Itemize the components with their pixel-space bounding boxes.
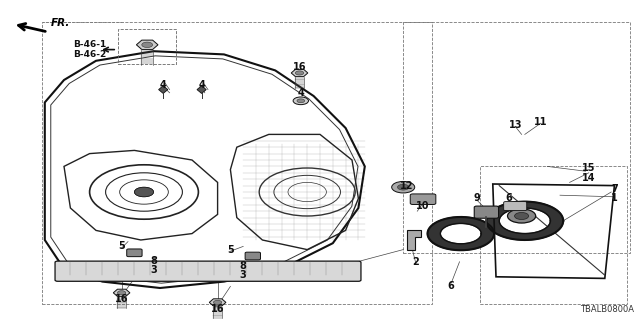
Text: 14: 14 [582, 172, 596, 183]
Text: 5: 5 [227, 244, 234, 255]
FancyBboxPatch shape [410, 194, 436, 204]
Circle shape [134, 187, 154, 197]
Text: 4: 4 [160, 80, 166, 90]
Text: 3: 3 [240, 270, 246, 280]
Circle shape [392, 181, 415, 193]
Text: 12: 12 [399, 180, 413, 191]
Polygon shape [486, 202, 563, 240]
Polygon shape [407, 230, 421, 250]
Text: 16: 16 [115, 294, 129, 304]
Text: 8: 8 [240, 260, 246, 271]
Text: 16: 16 [211, 304, 225, 314]
Circle shape [142, 42, 152, 47]
Text: TBALB0800A: TBALB0800A [580, 305, 634, 314]
Text: 13: 13 [508, 120, 522, 130]
FancyBboxPatch shape [127, 249, 142, 257]
Text: 6: 6 [506, 193, 512, 204]
Polygon shape [428, 217, 494, 250]
Text: 4: 4 [198, 80, 205, 90]
Text: 7: 7 [611, 184, 618, 194]
Text: 8: 8 [150, 256, 157, 266]
Circle shape [508, 209, 536, 223]
FancyBboxPatch shape [55, 261, 361, 281]
Text: FR.: FR. [51, 18, 70, 28]
Text: 15: 15 [582, 163, 596, 173]
Text: 11: 11 [534, 116, 548, 127]
FancyBboxPatch shape [504, 202, 527, 211]
Polygon shape [197, 86, 206, 93]
Text: 6: 6 [448, 281, 454, 292]
Text: 16: 16 [292, 62, 307, 72]
FancyBboxPatch shape [245, 252, 260, 260]
Circle shape [293, 97, 308, 105]
Text: 4: 4 [298, 88, 304, 98]
Text: 5: 5 [118, 241, 125, 252]
Text: B-46-1: B-46-1 [74, 40, 107, 49]
Circle shape [214, 300, 222, 305]
Text: 1: 1 [611, 193, 618, 204]
Text: 9: 9 [474, 193, 480, 204]
Text: 3: 3 [150, 265, 157, 276]
Circle shape [397, 184, 409, 190]
Text: B-46-2: B-46-2 [74, 50, 107, 59]
Circle shape [118, 291, 125, 295]
Text: 2: 2 [413, 257, 419, 268]
Circle shape [515, 212, 529, 220]
Text: 10: 10 [415, 201, 429, 212]
Polygon shape [159, 86, 168, 93]
Circle shape [296, 71, 304, 75]
FancyBboxPatch shape [474, 206, 499, 218]
Circle shape [297, 99, 305, 103]
